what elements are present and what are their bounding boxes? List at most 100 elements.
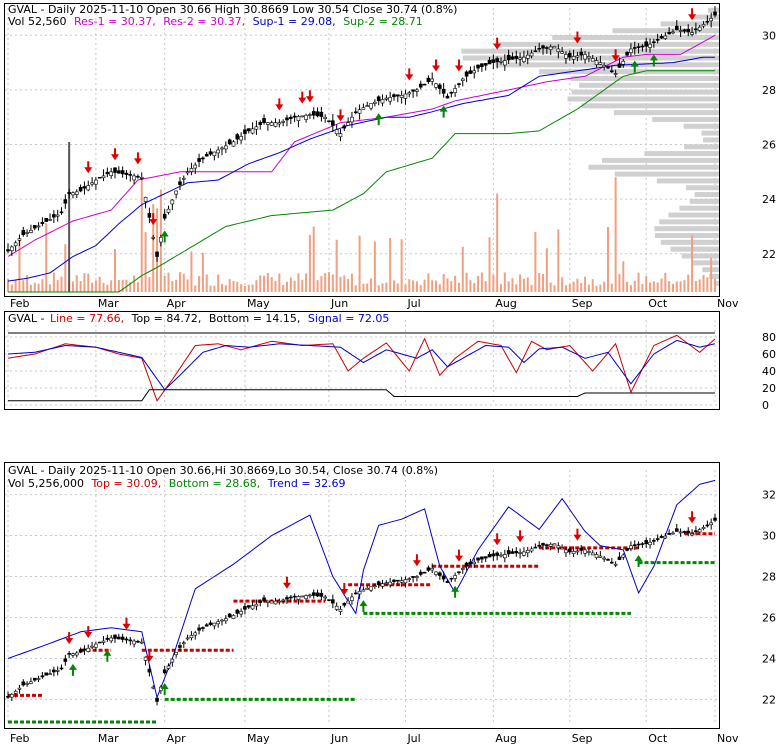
candle-body	[610, 70, 614, 73]
price-y-tick-label: 24	[762, 193, 776, 206]
candle-body	[464, 71, 469, 77]
price-header-res1: Res-1 = 30.37,	[74, 15, 156, 28]
volume-profile-bar	[539, 69, 719, 75]
candle-body	[246, 128, 251, 132]
volume-bar	[274, 280, 277, 292]
volume-bar	[706, 277, 709, 292]
volume-bar	[419, 285, 422, 292]
candle-body	[124, 638, 129, 641]
trend-y-tick-label: 22	[762, 693, 776, 706]
candle-body	[671, 532, 675, 535]
volume-bar	[71, 281, 74, 292]
volume-bar	[26, 275, 29, 292]
volume-profile-bar	[552, 35, 719, 41]
candle-body	[13, 242, 18, 247]
volume-bar	[408, 279, 411, 292]
trend-grid	[5, 470, 719, 724]
candle-body	[239, 136, 243, 141]
volume-bar	[156, 208, 159, 292]
candle-body	[579, 547, 584, 551]
up-arrow	[451, 585, 460, 598]
volume-profile-bar	[679, 205, 719, 211]
volume-bar	[114, 249, 117, 292]
volume-bar	[320, 276, 323, 292]
candle-body	[686, 530, 691, 534]
candle-body	[323, 596, 327, 599]
candle-body	[189, 635, 194, 639]
candle-body	[361, 589, 366, 592]
trend-x-tick-label: Apr	[167, 732, 187, 745]
candle-body	[224, 618, 228, 622]
candle-body	[353, 592, 358, 595]
volume-bar	[343, 275, 346, 292]
candle-body	[21, 681, 26, 686]
candle-body	[269, 122, 274, 126]
candle-body	[185, 637, 190, 640]
price-header-title: GVAL - Daily 2025-11-10 Open 30.66 High …	[8, 3, 457, 16]
stochastic-grid	[5, 320, 719, 406]
volume-bar	[710, 257, 713, 292]
trend-x-tick-label: Jun	[330, 732, 348, 745]
candle-body	[678, 30, 683, 32]
candle-body	[460, 78, 465, 81]
stoch-y-tick-label: 60	[762, 348, 776, 361]
candle-body	[231, 141, 236, 147]
volume-bar	[251, 284, 254, 292]
volume-bar	[347, 278, 350, 292]
down-arrow	[122, 617, 131, 630]
candle-body	[139, 177, 144, 179]
volume-bar	[60, 276, 63, 292]
candle-body	[529, 52, 534, 57]
candle-body	[181, 642, 186, 645]
candle-body	[342, 603, 347, 606]
price-header-sup1: Sup-1 = 29.08,	[253, 15, 336, 28]
candle-body	[376, 96, 381, 102]
candle-body	[449, 91, 454, 94]
volume-bar	[255, 280, 258, 292]
candle-body	[522, 56, 526, 62]
candle-body	[621, 60, 626, 65]
volume-bar	[637, 272, 640, 292]
volume-bar	[125, 279, 128, 292]
candle-body	[166, 665, 171, 669]
candle-body	[101, 175, 106, 179]
volume-bar	[224, 285, 227, 292]
candle-body	[162, 669, 167, 674]
candle-body	[579, 51, 584, 56]
candle-body	[632, 544, 637, 546]
volume-bar	[534, 231, 537, 292]
candle-body	[602, 65, 606, 68]
candle-body	[97, 176, 102, 179]
trend-lines	[7, 479, 716, 700]
volume-profile-bar	[614, 171, 719, 177]
volume-bar	[14, 279, 17, 292]
volume-bar	[83, 273, 86, 292]
volume-spike-bar	[68, 142, 71, 292]
candle-body	[422, 83, 427, 86]
candle-body	[185, 171, 190, 174]
volume-bar	[549, 282, 552, 292]
volume-bar	[293, 280, 296, 292]
candle-body	[71, 192, 75, 196]
candle-body	[453, 575, 457, 579]
down-arrow	[412, 554, 421, 567]
candle-body	[308, 114, 312, 116]
candle-body	[338, 608, 343, 612]
candle-body	[418, 83, 423, 88]
down-arrow	[454, 549, 463, 562]
candle-body	[36, 225, 41, 228]
volume-bar	[473, 283, 476, 292]
candle-body	[101, 640, 106, 643]
candle-body	[59, 667, 64, 670]
volume-bar	[201, 252, 204, 292]
candle-body	[518, 57, 522, 60]
candle-body	[392, 94, 396, 98]
volume-bar	[507, 281, 510, 292]
volume-bar	[75, 275, 78, 292]
volume-profile-bar	[567, 96, 719, 102]
volume-bar	[49, 284, 52, 292]
volume-bar	[243, 285, 246, 292]
candle-body	[556, 545, 561, 549]
volume-profile-bar	[652, 116, 719, 122]
candle-body	[120, 636, 125, 640]
